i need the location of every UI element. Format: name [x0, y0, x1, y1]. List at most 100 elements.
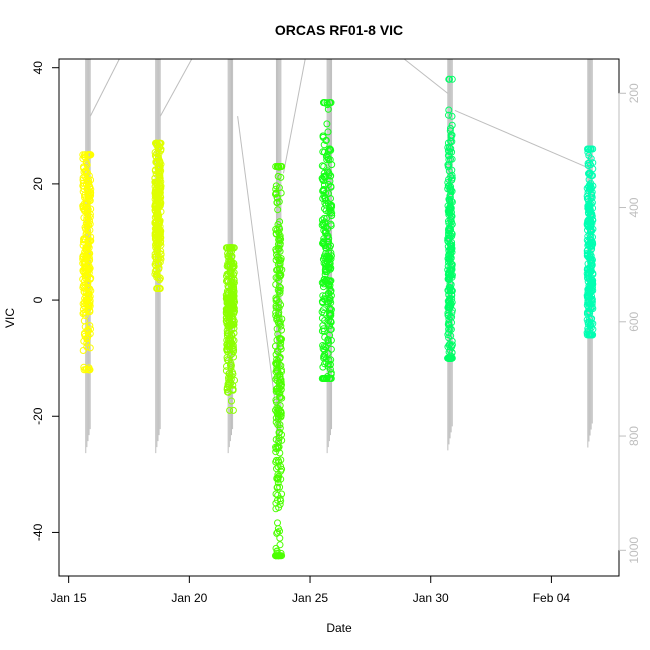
- data-point: [327, 356, 335, 364]
- flight-series-2016-01-18: [151, 139, 165, 292]
- data-point: [272, 190, 280, 198]
- data-point: [448, 172, 456, 179]
- data-point: [324, 190, 332, 198]
- pressure-trace-connector: [454, 109, 588, 169]
- data-point: [588, 300, 596, 308]
- y2-tick-label: 600: [627, 311, 641, 331]
- x-axis: Jan 15 Jan 20 Jan 25 Jan 30 Feb 04: [51, 575, 570, 605]
- data-point: [445, 256, 453, 264]
- x-tick-label: Jan 30: [413, 591, 449, 605]
- data-point: [154, 141, 162, 149]
- data-point: [80, 168, 88, 176]
- data-point: [225, 388, 232, 396]
- data-point: [87, 325, 94, 333]
- data-point: [322, 355, 330, 363]
- data-point: [322, 375, 330, 382]
- pressure-trace-connector: [237, 116, 282, 448]
- data-point: [276, 541, 284, 549]
- data-point: [589, 172, 596, 179]
- data-point: [272, 456, 280, 464]
- data-point: [444, 354, 452, 362]
- data-point: [325, 280, 333, 288]
- data-point: [86, 293, 94, 301]
- data-point: [277, 378, 285, 386]
- data-point: [319, 306, 327, 314]
- data-point: [153, 266, 161, 274]
- plot-frame: [58, 58, 620, 577]
- data-point: [84, 242, 92, 250]
- data-point: [79, 275, 87, 283]
- data-point: [585, 268, 593, 276]
- data-point: [272, 297, 280, 305]
- data-point: [272, 256, 280, 264]
- pressure-trace-connector: [89, 58, 120, 117]
- data-point: [230, 285, 238, 293]
- data-point: [274, 357, 282, 365]
- data-point: [320, 240, 328, 248]
- data-point: [448, 174, 456, 182]
- data-point: [82, 271, 90, 279]
- data-point: [323, 99, 331, 107]
- data-point: [226, 369, 234, 377]
- data-point: [585, 206, 593, 214]
- data-point: [223, 327, 231, 334]
- data-point: [275, 552, 282, 560]
- data-point: [228, 252, 236, 260]
- data-point: [447, 172, 455, 180]
- data-point: [585, 219, 593, 227]
- data-point: [583, 316, 591, 324]
- data-point: [155, 285, 163, 292]
- data-point: [83, 161, 91, 169]
- data-point: [84, 227, 92, 235]
- data-point: [589, 145, 597, 153]
- data-point: [275, 472, 283, 480]
- data-point: [84, 258, 92, 266]
- data-point: [83, 175, 91, 183]
- y-axis-label: VIC: [3, 308, 17, 328]
- data-point: [323, 214, 331, 222]
- data-point: [157, 182, 165, 190]
- data-point: [275, 388, 283, 396]
- data-point: [229, 345, 237, 353]
- data-point: [80, 288, 88, 296]
- data-point: [154, 153, 162, 161]
- data-point: [273, 226, 281, 234]
- pressure-trace-connector: [159, 58, 193, 117]
- data-point: [320, 169, 328, 177]
- x-tick-label: Jan 20: [171, 591, 207, 605]
- data-point: [446, 245, 454, 253]
- data-point: [86, 195, 93, 203]
- data-point: [589, 284, 596, 291]
- data-point: [586, 250, 594, 258]
- data-point: [584, 217, 592, 225]
- data-point: [272, 302, 280, 310]
- data-point: [446, 284, 453, 292]
- data-point: [153, 249, 161, 257]
- data-point: [589, 225, 597, 233]
- data-point: [321, 266, 329, 274]
- data-point: [155, 219, 163, 227]
- data-point: [446, 148, 454, 156]
- y2-tick-label: 400: [627, 197, 641, 217]
- data-point: [589, 165, 597, 173]
- data-point: [585, 210, 593, 218]
- data-point: [322, 263, 330, 271]
- data-point: [448, 354, 456, 362]
- data-point: [447, 190, 455, 198]
- data-point: [324, 225, 332, 233]
- data-point: [446, 75, 453, 83]
- data-point: [153, 271, 161, 279]
- data-point: [83, 343, 91, 351]
- data-point: [273, 198, 281, 206]
- data-point: [444, 144, 452, 151]
- data-point: [319, 322, 327, 330]
- data-point: [274, 206, 282, 214]
- data-point: [274, 475, 282, 483]
- data-point: [274, 274, 282, 282]
- x-axis-label: Date: [326, 621, 352, 635]
- y-tick-label: -40: [31, 523, 45, 541]
- data-point: [274, 479, 282, 487]
- data-point: [324, 255, 332, 263]
- data-point: [585, 300, 593, 308]
- vic-points-layer: [79, 75, 597, 560]
